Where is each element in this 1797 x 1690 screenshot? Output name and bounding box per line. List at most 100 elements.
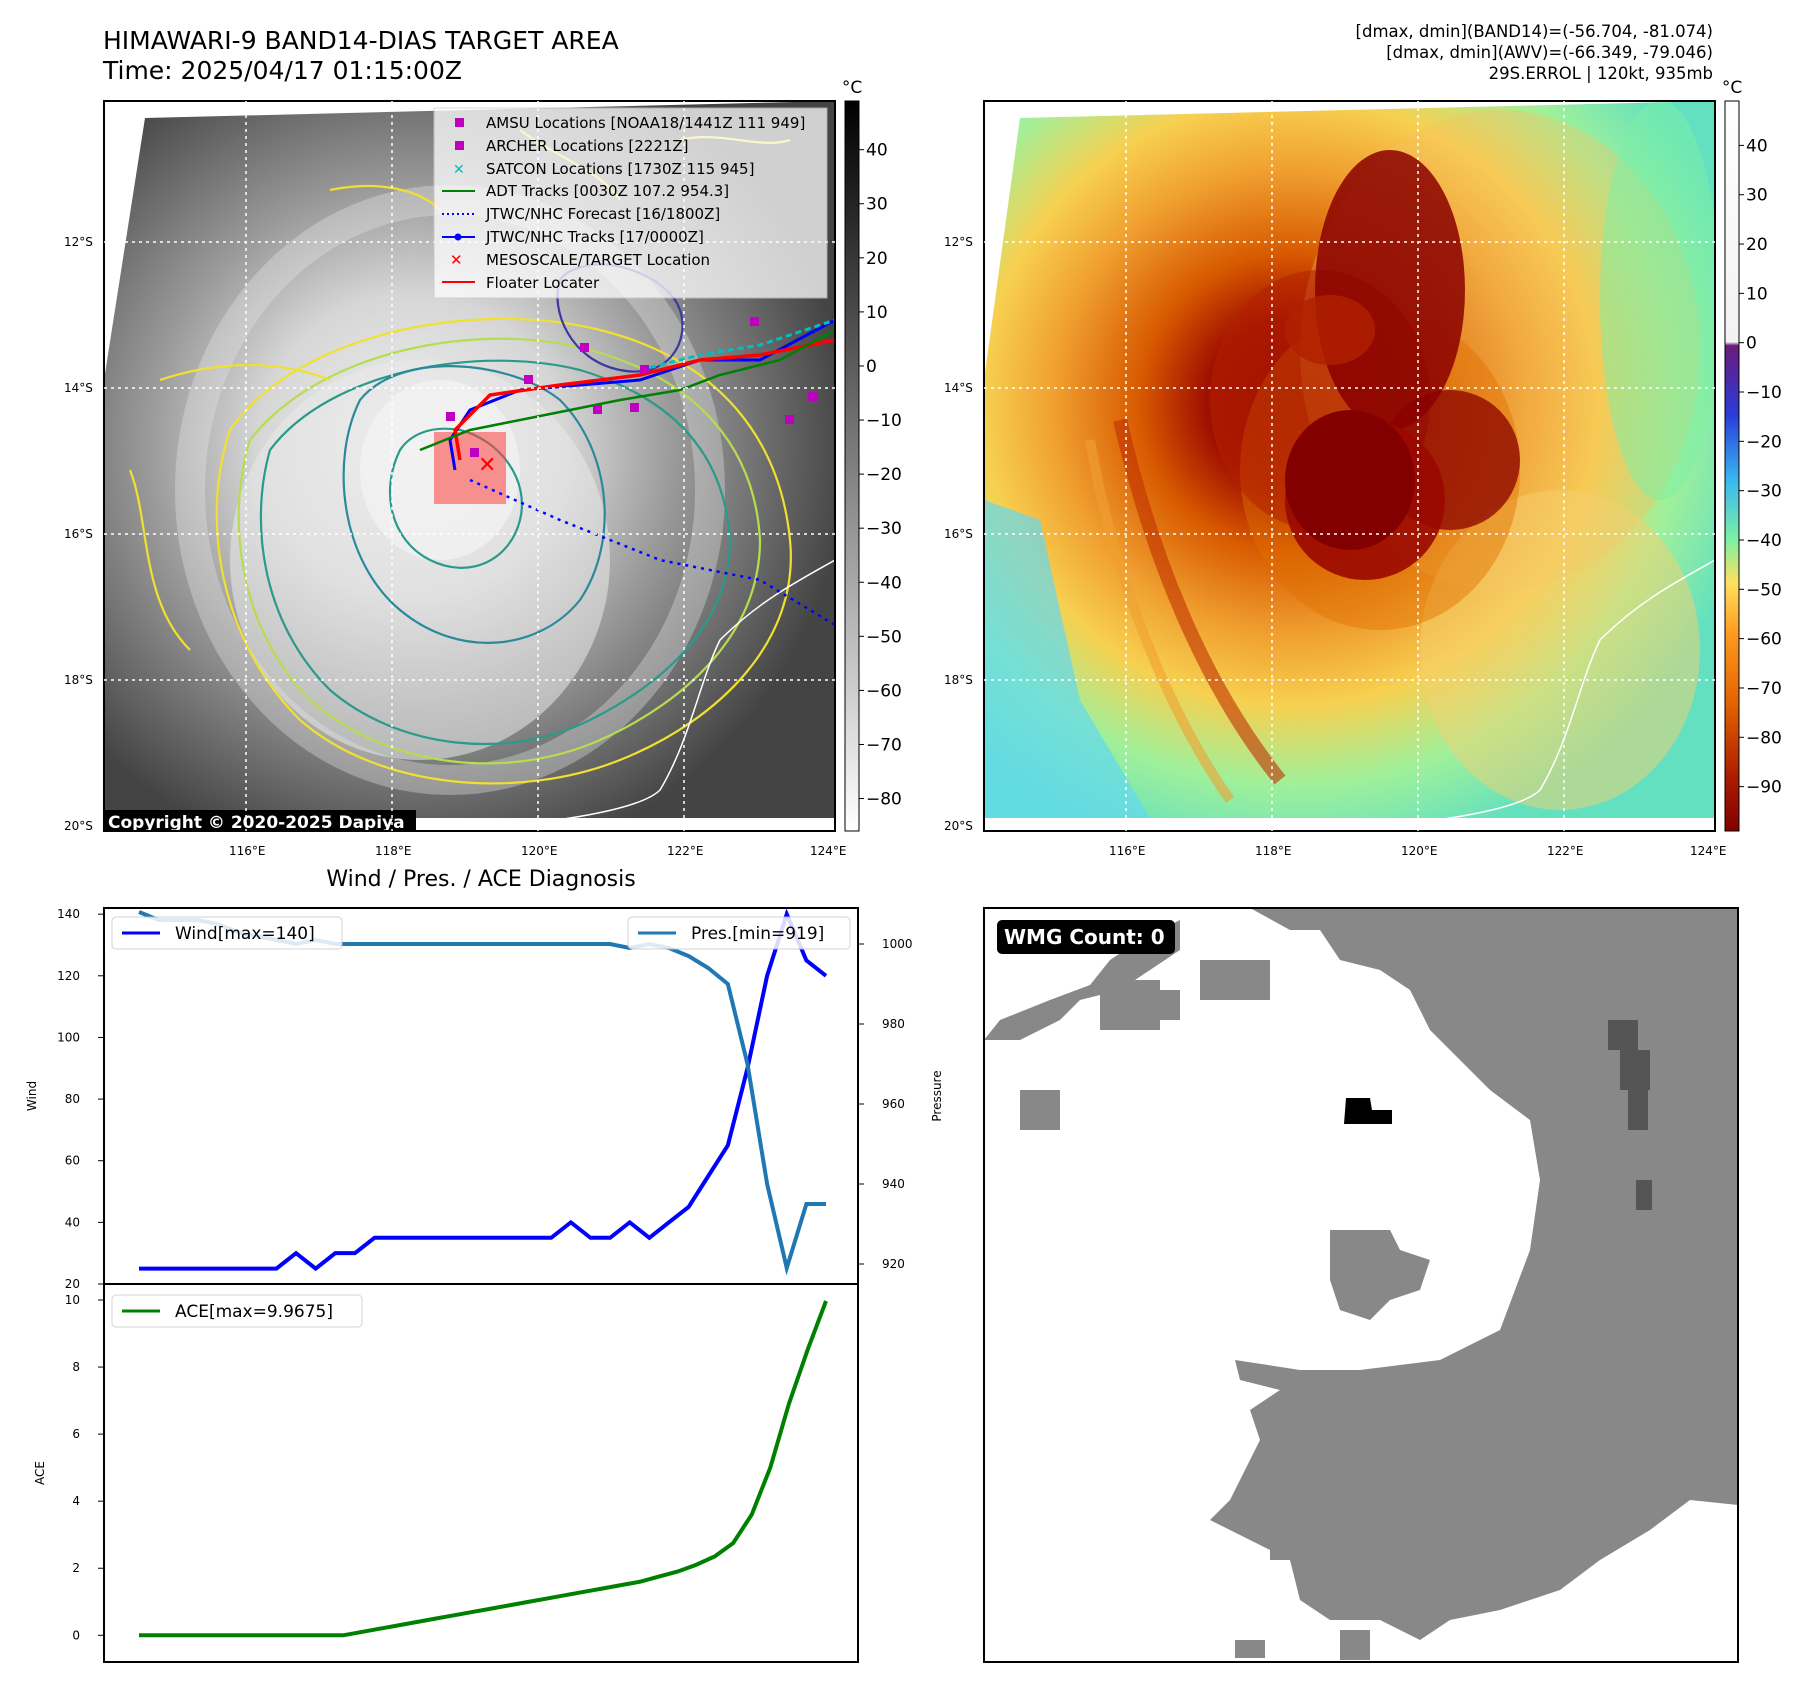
- color-colorbar-unit: °C: [1722, 78, 1742, 98]
- lat-label-12s-2: 12°S: [944, 235, 973, 249]
- gray-cbar-tick-label: −10: [866, 411, 902, 431]
- color-gridlines: [984, 101, 1715, 831]
- diagnosis-title: Wind / Pres. / ACE Diagnosis: [326, 867, 635, 892]
- gray-cbar-tick-label: −60: [866, 681, 902, 701]
- gray-colorbar: °C 40 30 20 10 0 −10 −20 −30 −40 −50 −60 −70 −80: [842, 78, 902, 832]
- lon-label-116e: 116°E: [229, 844, 266, 858]
- color-cbar-tick-label: 20: [1746, 235, 1768, 255]
- color-cbar-tick-label: 0: [1746, 334, 1757, 354]
- svg-text:✕: ✕: [450, 251, 463, 269]
- lon-label-118e-2: 118°E: [1255, 844, 1292, 858]
- ace-series-line: [139, 1300, 828, 1638]
- gray-cbar-tick-label: −30: [866, 519, 902, 539]
- copyright-text: Copyright © 2020-2025 Dapiya: [108, 813, 405, 833]
- wind-legend: Wind[max=140]: [111, 916, 343, 950]
- lat-label-14s: 14°S: [64, 381, 93, 395]
- legend-adt: ADT Tracks [0030Z 107.2 954.3]: [486, 182, 729, 200]
- amsu-markers: [446, 317, 817, 457]
- lon-label-118e: 118°E: [375, 844, 412, 858]
- wind-tick-label: 80: [65, 1092, 80, 1106]
- wmg-frame: [983, 907, 1739, 1663]
- color-cbar-tick-label: 30: [1746, 186, 1768, 206]
- gray-cbar-tick-label: 10: [866, 303, 888, 323]
- wind-tick-label: 60: [65, 1154, 80, 1168]
- pres-tick-label: 980: [882, 1017, 905, 1031]
- svg-text:✕: ✕: [453, 162, 465, 178]
- gray-cbar-tick-label: −70: [866, 735, 902, 755]
- lat-label-20s: 20°S: [64, 819, 93, 833]
- ir-map-panel: Copyright © 2020-2025 Dapiya ✕: [64, 100, 847, 858]
- ir-map-frame: [103, 100, 836, 832]
- ace-tick-label: 10: [65, 1293, 80, 1307]
- ace-tick-label: 6: [72, 1427, 80, 1441]
- lon-label-116e-2: 116°E: [1109, 844, 1146, 858]
- wind-tick-label: 20: [65, 1277, 80, 1291]
- wmg-dark-mask: [1608, 1020, 1652, 1210]
- ace-axis-label: ACE: [33, 1461, 47, 1485]
- pres-tick-label: 940: [882, 1177, 905, 1191]
- wind-tick-label: 40: [65, 1215, 80, 1229]
- pres-tick-label: 1000: [882, 937, 913, 951]
- legend-jtwc-tracks: JTWC/NHC Tracks [17/0000Z]: [485, 228, 704, 246]
- color-cbar-tick-label: −50: [1746, 580, 1782, 600]
- lon-label-120e: 120°E: [521, 844, 558, 858]
- ace-tick-label: 4: [72, 1494, 80, 1508]
- wind-series-line: [139, 908, 828, 1272]
- color-cbar-tick-label: −80: [1746, 728, 1782, 748]
- copyright-bg: [104, 810, 416, 831]
- color-colorbar: °C 40 30 20 10 0 −10 −20 −30 −40 −50 −60 −70 −80 −90: [1722, 78, 1782, 832]
- gray-cbar-tick-label: −80: [866, 790, 902, 810]
- gray-cbar-tick-label: −50: [866, 627, 902, 647]
- ace-legend: ACE[max=9.9675]: [111, 1294, 363, 1328]
- mesoscale-target-marker: ✕: [478, 453, 496, 478]
- adt-track: [419, 328, 835, 452]
- lat-label-18s: 18°S: [64, 673, 93, 687]
- lon-label-122e: 122°E: [667, 844, 704, 858]
- jtwc-forecast-track: [469, 478, 835, 627]
- color-cbar-tick-label: 40: [1746, 136, 1768, 156]
- pres-legend-label: Pres.[min=919]: [691, 924, 824, 944]
- lon-label-124e-2: 124°E: [1690, 844, 1727, 858]
- color-cbar-tick-label: −20: [1746, 432, 1782, 452]
- gray-cbar-tick-label: 20: [866, 249, 888, 269]
- gray-colorbar-unit: °C: [842, 78, 862, 98]
- legend-amsu: AMSU Locations [NOAA18/1441Z 111 949]: [486, 114, 805, 132]
- lon-label-120e-2: 120°E: [1401, 844, 1438, 858]
- lon-label-124e: 124°E: [810, 844, 847, 858]
- wind-tick-label: 120: [57, 969, 80, 983]
- lat-label-16s-2: 16°S: [944, 527, 973, 541]
- wmg-black-mask: [1344, 1098, 1392, 1124]
- wind-legend-label: Wind[max=140]: [175, 924, 315, 944]
- wind-axis-label: Wind: [25, 1081, 39, 1111]
- gray-cbar-tick-label: 40: [866, 141, 888, 161]
- lat-label-20s-2: 20°S: [944, 819, 973, 833]
- color-cbar-tick-label: −30: [1746, 482, 1782, 502]
- wind-tick-label: 140: [57, 907, 80, 921]
- map-legend: AMSU Locations [NOAA18/1441Z 111 949] AR…: [433, 107, 828, 299]
- lat-label-12s: 12°S: [64, 235, 93, 249]
- pres-tick-label: 920: [882, 1257, 905, 1271]
- color-cbar-tick-label: −70: [1746, 679, 1782, 699]
- lat-label-18s-2: 18°S: [944, 673, 973, 687]
- wind-tick-label: 100: [57, 1030, 80, 1044]
- ace-axes: [103, 1283, 859, 1663]
- lat-label-16s: 16°S: [64, 527, 93, 541]
- ace-tick-label: 0: [72, 1628, 80, 1642]
- satcon-track: [639, 318, 835, 372]
- legend-floater: Floater Locater: [486, 274, 600, 292]
- chart-title: HIMAWARI-9 BAND14-DIAS TARGET AREA: [103, 26, 619, 55]
- dmax-dmin-awv: [dmax, dmin](AWV)=(-66.349, -79.046): [1386, 43, 1713, 62]
- pres-tick-label: 960: [882, 1097, 905, 1111]
- ace-legend-label: ACE[max=9.9675]: [175, 1302, 333, 1322]
- wmg-count-label: WMG Count: 0: [1004, 925, 1165, 949]
- gray-cbar-tick-label: 0: [866, 357, 877, 377]
- legend-satcon: SATCON Locations [1730Z 115 945]: [486, 160, 754, 178]
- legend-mesoscale: MESOSCALE/TARGET Location: [486, 251, 710, 269]
- color-map-frame: [983, 100, 1716, 832]
- ace-tick-label: 8: [72, 1360, 80, 1374]
- color-cbar-tick-label: 10: [1746, 284, 1768, 304]
- pressure-axis-label: Pressure: [930, 1070, 944, 1121]
- gray-cbar-tick-label: −40: [866, 573, 902, 593]
- lat-label-14s-2: 14°S: [944, 381, 973, 395]
